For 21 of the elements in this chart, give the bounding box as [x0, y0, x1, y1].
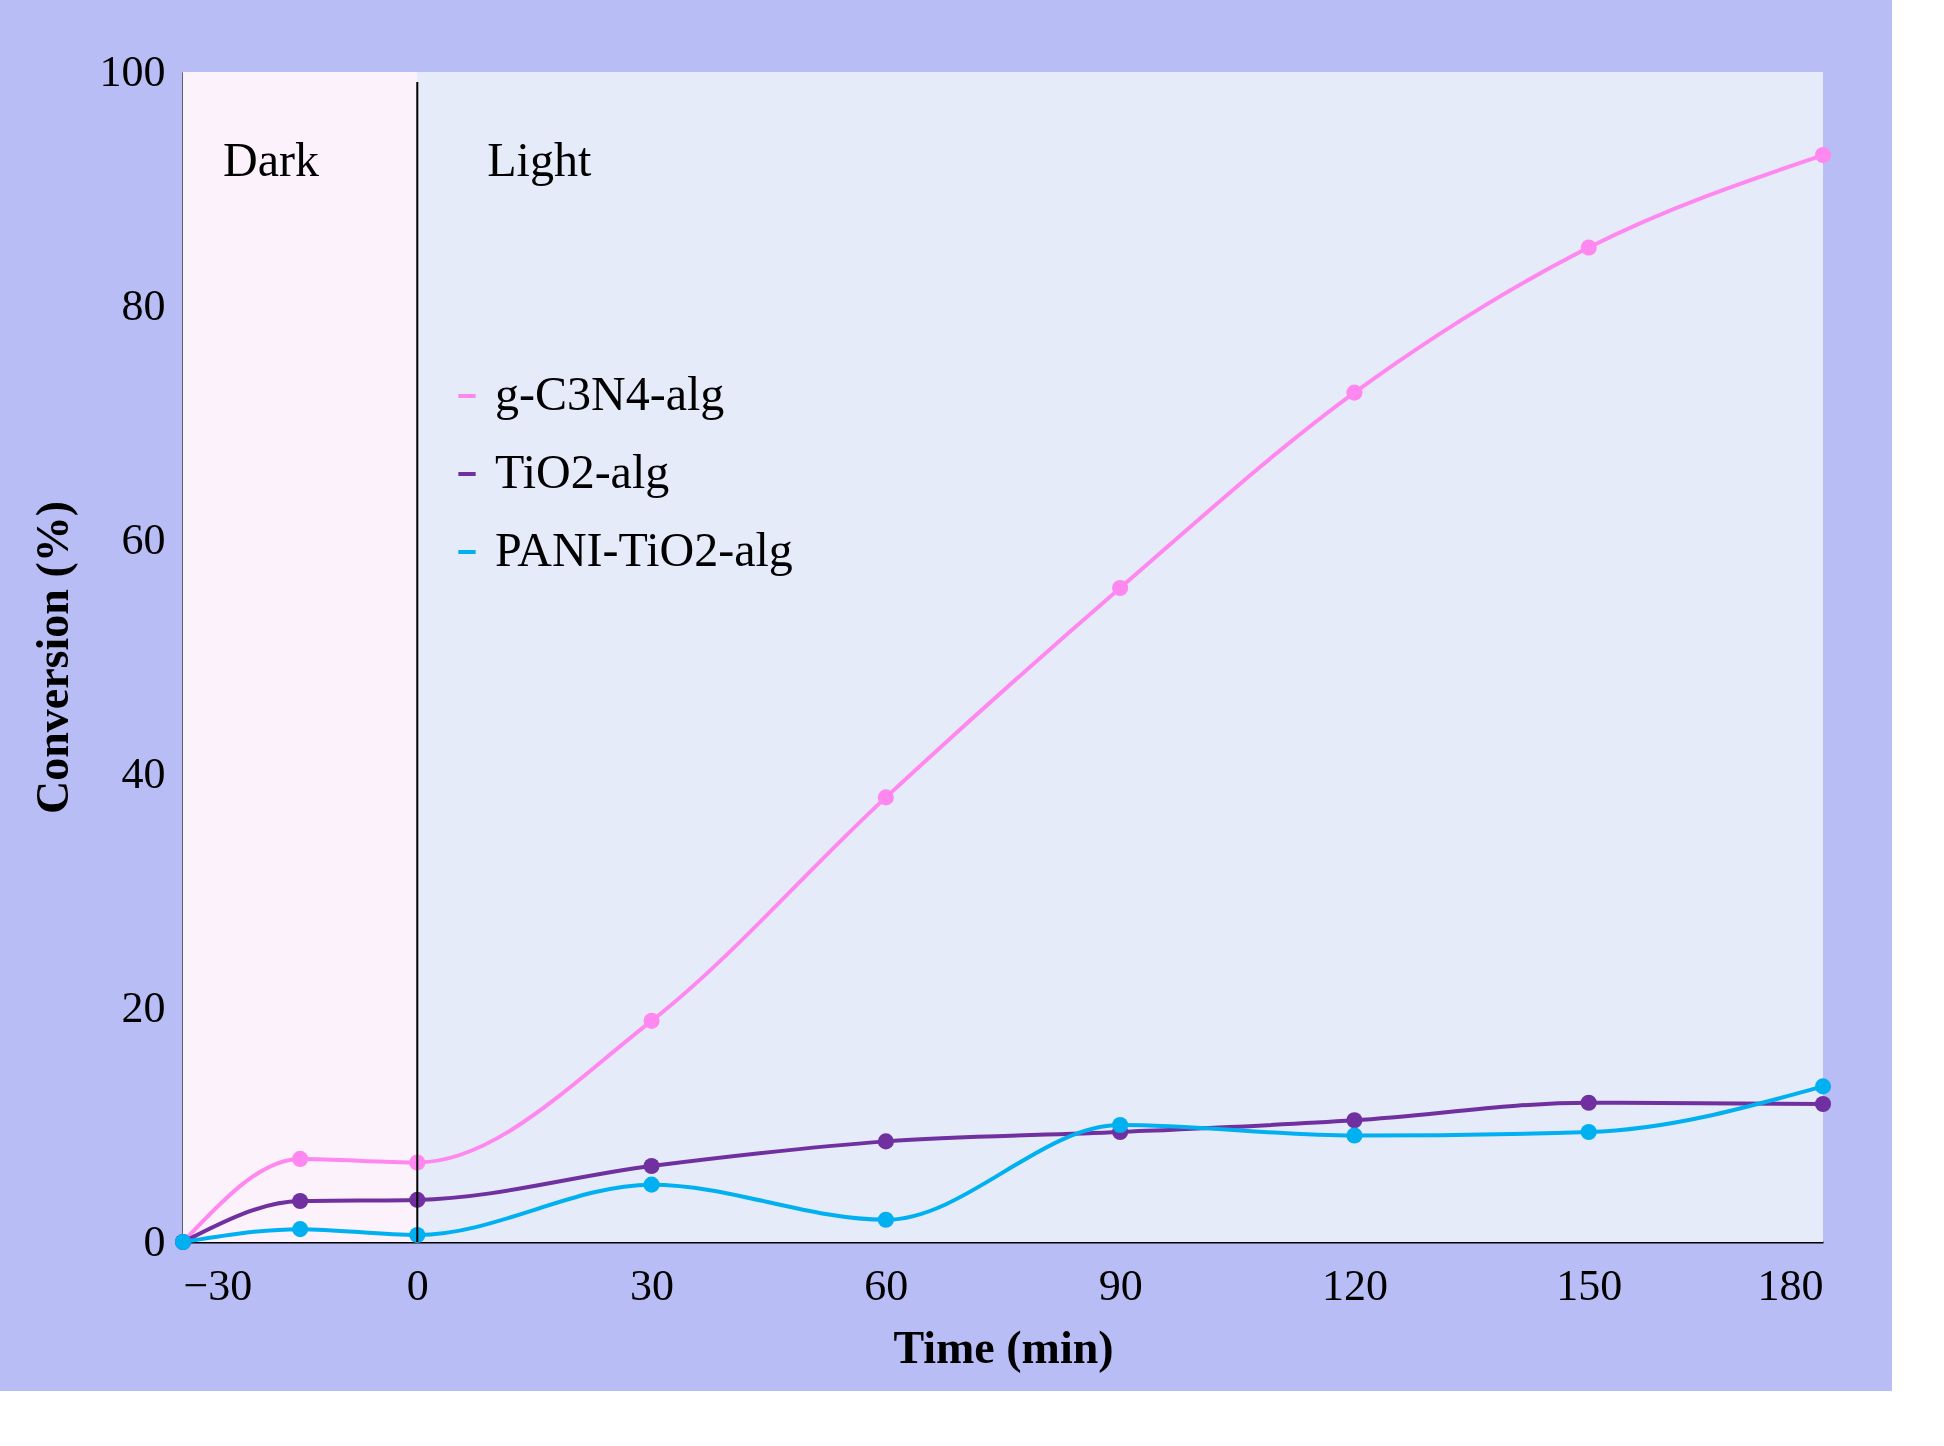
y-tick-label: 40 [121, 748, 166, 798]
x-tick-label: 180 [1757, 1260, 1824, 1310]
y-axis-title: Conversion (%) [26, 500, 78, 815]
x-tick-label: −30 [183, 1260, 253, 1310]
legend-label: g-C3N4-alg [495, 367, 725, 420]
x-tick-label: 0 [406, 1260, 429, 1310]
y-tick-label: 100 [99, 46, 166, 96]
band-label: Light [487, 133, 592, 186]
x-tick-label: 60 [864, 1260, 909, 1310]
y-tick-label: 20 [121, 982, 166, 1032]
legend-label: TiO2-alg [495, 445, 670, 498]
x-tick-label: 150 [1556, 1260, 1623, 1310]
x-axis-title: Time (min) [893, 1321, 1114, 1373]
x-tick-label: 90 [1098, 1260, 1143, 1310]
x-tick-label: 120 [1321, 1260, 1388, 1310]
y-tick-label: 80 [121, 280, 166, 330]
legend-label: PANI-TiO2-alg [495, 523, 793, 576]
band-label: Dark [223, 133, 319, 186]
x-tick-label: 30 [630, 1260, 675, 1310]
y-tick-label: 0 [143, 1216, 166, 1266]
y-tick-label: 60 [121, 514, 166, 564]
